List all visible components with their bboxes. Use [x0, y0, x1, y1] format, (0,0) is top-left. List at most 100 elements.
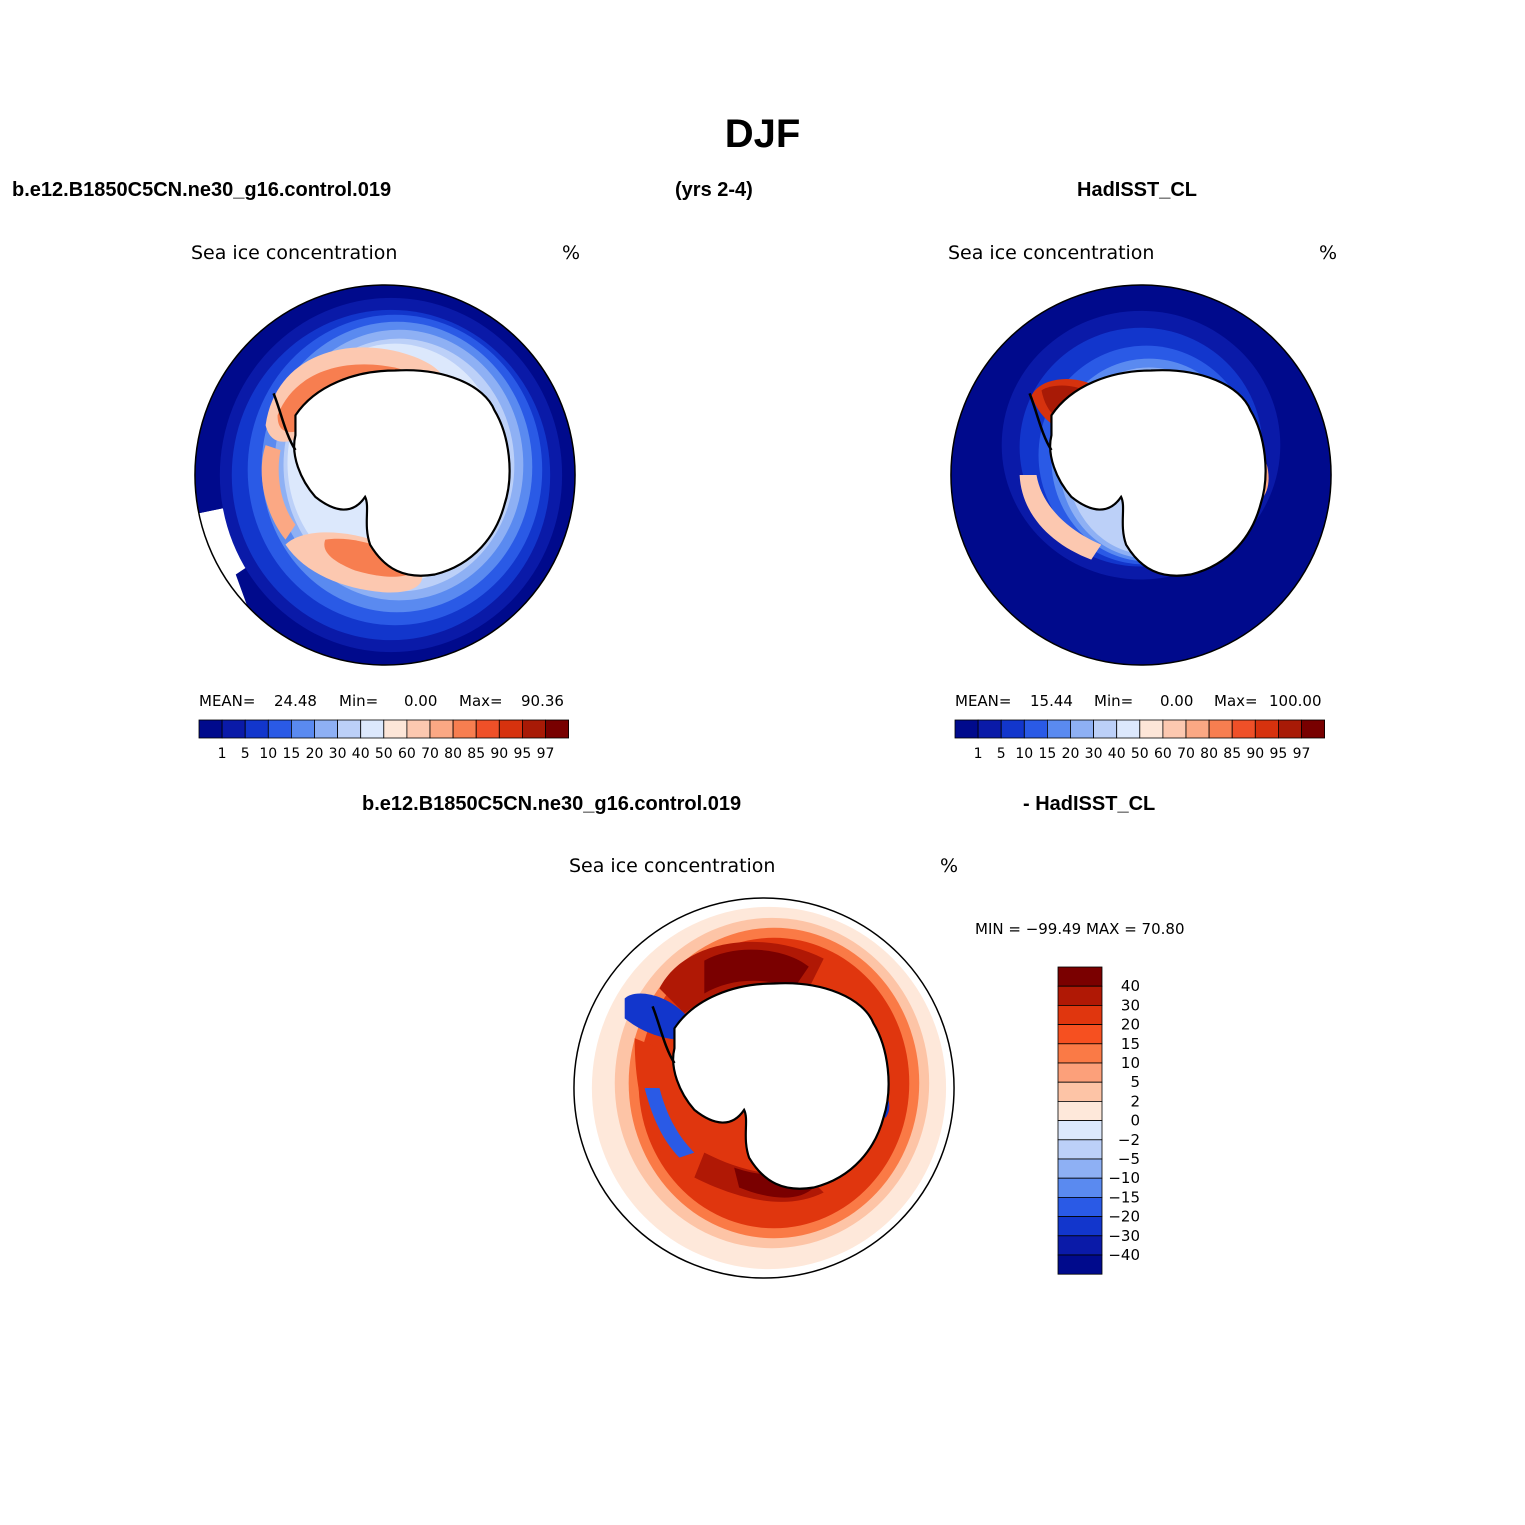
diff-colorbar-tick-label: −20 [1108, 1208, 1140, 1226]
diff-case-label: b.e12.B1850C5CN.ne30_g16.control.019 [362, 793, 742, 815]
obs-colorbar-tick-label: 30 [1085, 746, 1103, 762]
diff-colorbar-tick-label: −10 [1108, 1169, 1140, 1187]
diff-colorbar-swatch [1057, 985, 1103, 1006]
diff-colorbar-swatch [1057, 1081, 1103, 1102]
diff-colorbar-tick-label: 40 [1121, 977, 1140, 995]
diff-colorbar-swatch [1057, 1139, 1103, 1160]
model-colorbar-swatch [360, 719, 385, 739]
model-min-label: Min= [339, 692, 379, 710]
model-colorbar-tick-label: 90 [490, 746, 508, 762]
model-colorbar-tick-label: 95 [513, 746, 531, 762]
diff-colorbar-tick-label: 15 [1121, 1035, 1140, 1053]
obs-colorbar-tick-label: 15 [1038, 746, 1056, 762]
obs-colorbar-tick-label: 50 [1131, 746, 1149, 762]
model-min-value: 0.00 [404, 692, 438, 710]
diff-colorbar-swatch [1057, 966, 1103, 987]
obs-colorbar-swatch [1231, 719, 1256, 739]
diff-colorbar-swatch [1057, 1043, 1103, 1064]
obs-colorbar-swatch [1070, 719, 1095, 739]
model-colorbar: 1 5 10 15 20 30 40 50 60 70 80 85 90 95 97 [198, 719, 570, 762]
obs-colorbar-swatch [1277, 719, 1302, 739]
model-colorbar-swatch [406, 719, 431, 739]
obs-colorbar-swatch [1093, 719, 1118, 739]
diff-panel-units: % [940, 855, 959, 877]
diff-colorbar-swatch [1057, 1158, 1103, 1179]
obs-mean-label: MEAN= [955, 692, 1012, 710]
diff-minmax-label: MIN = −99.49 MAX = 70.80 [975, 920, 1185, 938]
diff-colorbar-tick-label: 10 [1121, 1054, 1140, 1072]
obs-colorbar-swatch [1047, 719, 1071, 739]
obs-panel-title: Sea ice concentration [948, 242, 1155, 264]
obs-colorbar-swatch [1116, 719, 1141, 739]
obs-max-value: 100.00 [1269, 692, 1322, 710]
obs-colorbar-swatch [1254, 719, 1279, 739]
model-colorbar-tick-label: 5 [241, 746, 250, 762]
model-colorbar-tick-label: 97 [537, 746, 555, 762]
model-colorbar-tick-label: 10 [259, 746, 277, 762]
figure-title: DJF [724, 112, 801, 156]
obs-max-label: Max= [1214, 692, 1258, 710]
diff-colorbar-swatch [1057, 1177, 1103, 1198]
model-max-value: 90.36 [521, 692, 564, 710]
model-polar-map [194, 284, 576, 666]
model-mean-label: MEAN= [199, 692, 256, 710]
obs-colorbar-tick-label: 97 [1293, 746, 1311, 762]
diff-colorbar-swatch [1057, 1024, 1103, 1045]
obs-colorbar: 1 5 10 15 20 30 40 50 60 70 80 85 90 95 97 [954, 719, 1326, 762]
obs-min-label: Min= [1094, 692, 1134, 710]
diff-obs-label: - HadISST_CL [1023, 793, 1156, 815]
obs-colorbar-tick-label: 10 [1015, 746, 1033, 762]
model-colorbar-swatch [452, 719, 477, 739]
diff-colorbar-tick-label: 30 [1121, 996, 1140, 1014]
model-colorbar-tick-label: 60 [398, 746, 416, 762]
obs-colorbar-swatch [1208, 719, 1233, 739]
model-panel-units: % [562, 242, 581, 264]
model-colorbar-swatch [429, 719, 454, 739]
diff-colorbar-tick-label: 20 [1121, 1016, 1140, 1034]
model-colorbar-swatch [198, 719, 223, 739]
diff-colorbar-tick-label: 0 [1130, 1112, 1140, 1130]
model-colorbar-swatch [521, 719, 546, 739]
obs-colorbar-tick-label: 1 [974, 746, 983, 762]
model-colorbar-tick-label: 30 [329, 746, 347, 762]
model-colorbar-swatch [221, 719, 246, 739]
obs-colorbar-tick-label: 60 [1154, 746, 1172, 762]
diff-colorbar-swatch [1057, 1235, 1103, 1256]
obs-colorbar-swatch [1000, 719, 1025, 739]
model-colorbar-tick-label: 20 [306, 746, 324, 762]
obs-colorbar-tick-label: 95 [1269, 746, 1287, 762]
diff-colorbar-tick-label: −15 [1108, 1188, 1140, 1206]
obs-colorbar-swatch [977, 719, 1002, 739]
model-colorbar-swatch [383, 719, 408, 739]
diff-colorbar-swatch [1057, 1216, 1103, 1237]
obs-colorbar-swatch [1023, 719, 1048, 739]
diff-colorbar-tick-label: 2 [1130, 1092, 1140, 1110]
diff-colorbar-swatch [1057, 1120, 1103, 1141]
diff-colorbar-swatch [1057, 1100, 1103, 1121]
diff-colorbar-tick-label: −5 [1118, 1150, 1140, 1168]
diff-colorbar-tick-label: −2 [1118, 1131, 1140, 1149]
obs-colorbar-swatch [1162, 719, 1187, 739]
diff-colorbar-swatch [1057, 1005, 1103, 1026]
obs-colorbar-tick-label: 70 [1177, 746, 1195, 762]
diff-colorbar-swatch [1057, 1062, 1103, 1083]
model-max-label: Max= [459, 692, 503, 710]
model-colorbar-swatch [267, 719, 292, 739]
model-colorbar-swatch [475, 719, 500, 739]
model-colorbar-swatch [498, 719, 523, 739]
model-colorbar-tick-label: 70 [421, 746, 439, 762]
obs-colorbar-swatch [954, 719, 979, 739]
obs-colorbar-swatch [1301, 719, 1326, 739]
diff-colorbar-tick-label: −30 [1108, 1227, 1140, 1245]
obs-name-label: HadISST_CL [1077, 179, 1198, 201]
model-colorbar-swatch [314, 719, 339, 739]
obs-panel-units: % [1319, 242, 1338, 264]
obs-colorbar-tick-label: 90 [1246, 746, 1264, 762]
obs-colorbar-tick-label: 5 [997, 746, 1006, 762]
obs-colorbar-swatch [1185, 719, 1210, 739]
obs-mean-value: 15.44 [1030, 692, 1073, 710]
model-colorbar-tick-label: 85 [467, 746, 485, 762]
model-colorbar-tick-label: 1 [218, 746, 227, 762]
obs-colorbar-tick-label: 20 [1062, 746, 1080, 762]
